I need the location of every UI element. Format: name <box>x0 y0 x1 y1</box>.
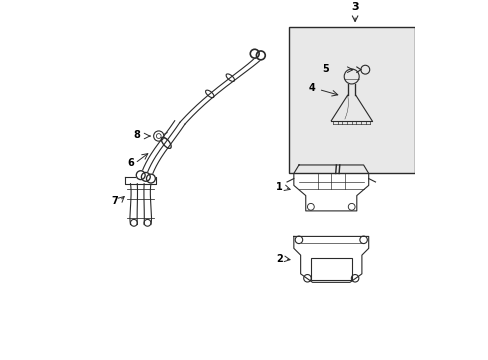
Text: 8: 8 <box>134 130 141 140</box>
Text: 5: 5 <box>322 64 328 74</box>
Circle shape <box>146 174 155 183</box>
Circle shape <box>136 171 145 180</box>
Text: 6: 6 <box>127 158 134 168</box>
Text: 7: 7 <box>112 196 119 206</box>
Bar <box>310 257 351 280</box>
Circle shape <box>141 172 150 181</box>
Circle shape <box>256 51 264 60</box>
Circle shape <box>250 49 259 58</box>
Text: 3: 3 <box>350 2 358 12</box>
Bar <box>288 27 414 174</box>
Text: 1: 1 <box>275 182 282 192</box>
Text: 2: 2 <box>275 253 282 264</box>
Text: 4: 4 <box>308 84 315 93</box>
